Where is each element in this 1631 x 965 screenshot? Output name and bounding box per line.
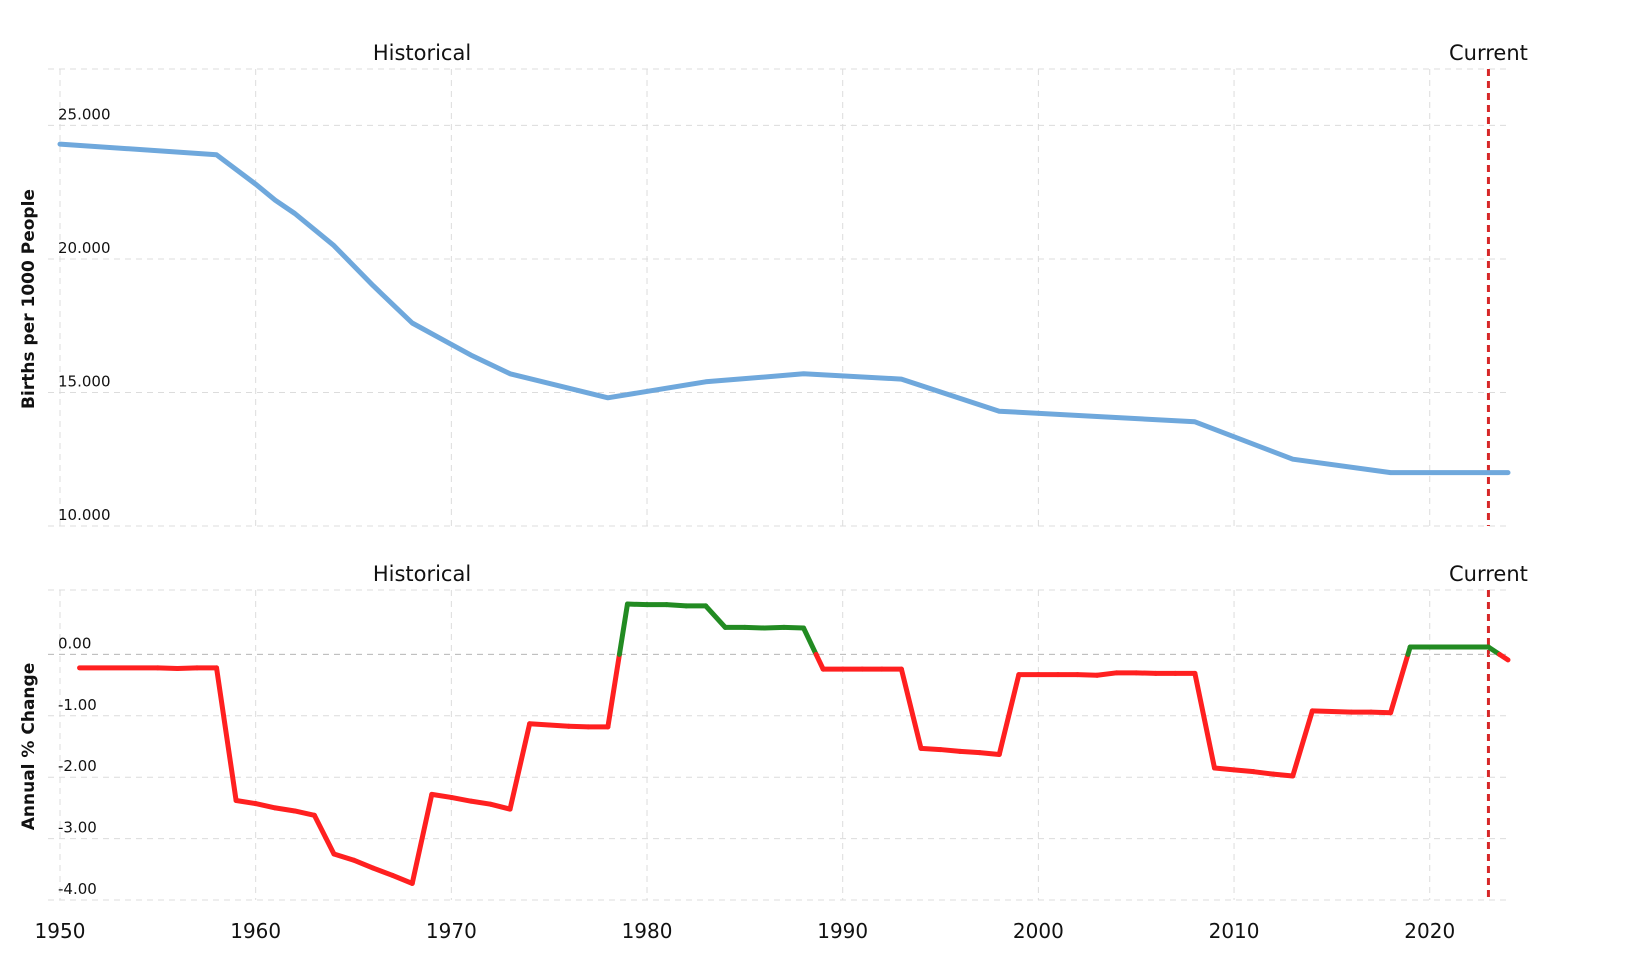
x-tick-label: 2020 bbox=[1404, 919, 1455, 943]
change-segment bbox=[370, 865, 396, 878]
change-segment bbox=[507, 721, 533, 812]
change-segment bbox=[781, 624, 807, 631]
x-tick-label: 2010 bbox=[1209, 919, 1260, 943]
change-segment bbox=[1497, 651, 1511, 663]
x-tick-label: 1990 bbox=[817, 919, 868, 943]
change-segment bbox=[813, 651, 826, 672]
change-segment bbox=[1075, 672, 1100, 678]
change-segment bbox=[1270, 771, 1296, 779]
x-tick-label: 1970 bbox=[426, 919, 477, 943]
change-segment bbox=[664, 602, 689, 609]
change-segment bbox=[331, 851, 357, 863]
change-segment bbox=[703, 603, 728, 630]
change-segment bbox=[918, 745, 944, 753]
change-segment bbox=[527, 721, 552, 728]
historical-label: Historical bbox=[373, 562, 471, 586]
x-axis: 1950 1960 1970 1980 1990 2000 2010 2020 bbox=[35, 919, 1456, 943]
change-segment bbox=[742, 624, 767, 631]
change-segment bbox=[624, 601, 650, 608]
change-segment bbox=[1231, 767, 1257, 775]
change-segment bbox=[487, 801, 513, 812]
change-segment bbox=[1251, 769, 1276, 777]
birth-rate-line bbox=[57, 141, 1511, 476]
annual-change-panel: 0.00 -1.00 -2.00 -3.00 -4.00 Annual % Change H… bbox=[19, 562, 1528, 901]
y-tick-label: -4.00 bbox=[58, 880, 97, 898]
change-segment bbox=[957, 748, 983, 756]
change-segment bbox=[898, 666, 924, 751]
change-segment bbox=[233, 798, 259, 807]
change-segment bbox=[1290, 708, 1315, 779]
x-tick-label: 2000 bbox=[1013, 919, 1064, 943]
y-tick-label: -1.00 bbox=[58, 696, 97, 714]
change-segment bbox=[448, 794, 474, 804]
y-tick-label: -3.00 bbox=[58, 819, 97, 837]
change-segment bbox=[1388, 651, 1411, 716]
y-axis-label: Births per 1000 People bbox=[19, 189, 39, 409]
historical-label: Historical bbox=[373, 41, 471, 65]
y-tick-label: 10.000 bbox=[58, 506, 111, 524]
y-tick-label: 20.000 bbox=[58, 239, 111, 257]
change-segment bbox=[390, 872, 415, 886]
birth-rate-panel: 10.000 15.000 20.000 25.000 Births per 1000 … bbox=[19, 41, 1528, 527]
y-tick-label: 15.000 bbox=[58, 372, 111, 390]
y-tick-label: -2.00 bbox=[58, 757, 97, 775]
y-axis-label: Annual % Change bbox=[19, 663, 39, 831]
change-segment bbox=[409, 791, 435, 886]
change-segment bbox=[155, 665, 180, 672]
change-segment bbox=[468, 798, 493, 807]
change-segment bbox=[253, 801, 278, 811]
x-tick-label: 1980 bbox=[622, 919, 673, 943]
change-segment bbox=[977, 750, 1002, 757]
change-segment bbox=[1329, 709, 1354, 715]
change-segment bbox=[996, 672, 1022, 757]
y-tick-label: 25.000 bbox=[58, 105, 111, 123]
change-segment bbox=[1192, 670, 1217, 771]
change-segment bbox=[616, 601, 630, 657]
change-segment bbox=[938, 747, 963, 754]
change-segment bbox=[566, 723, 591, 730]
x-tick-label: 1960 bbox=[230, 919, 281, 943]
change-segment bbox=[1368, 709, 1394, 716]
change-segment bbox=[761, 624, 787, 631]
change-segment bbox=[174, 665, 200, 672]
change-segment bbox=[1094, 670, 1120, 678]
change-segment bbox=[605, 651, 622, 730]
change-segment bbox=[311, 812, 337, 857]
change-segment bbox=[272, 805, 298, 814]
change-segment bbox=[351, 857, 376, 871]
change-segment bbox=[546, 722, 572, 729]
change-segment bbox=[801, 625, 819, 657]
y-tick-label: 0.00 bbox=[58, 634, 91, 652]
current-label: Current bbox=[1449, 41, 1528, 65]
current-label: Current bbox=[1449, 562, 1528, 586]
change-segment bbox=[1309, 708, 1335, 715]
change-segment bbox=[292, 808, 317, 818]
change-segment bbox=[429, 791, 454, 800]
change-segment bbox=[1211, 765, 1237, 773]
change-segment bbox=[214, 665, 239, 804]
change-segment bbox=[1133, 670, 1159, 676]
x-tick-label: 1950 bbox=[35, 919, 86, 943]
